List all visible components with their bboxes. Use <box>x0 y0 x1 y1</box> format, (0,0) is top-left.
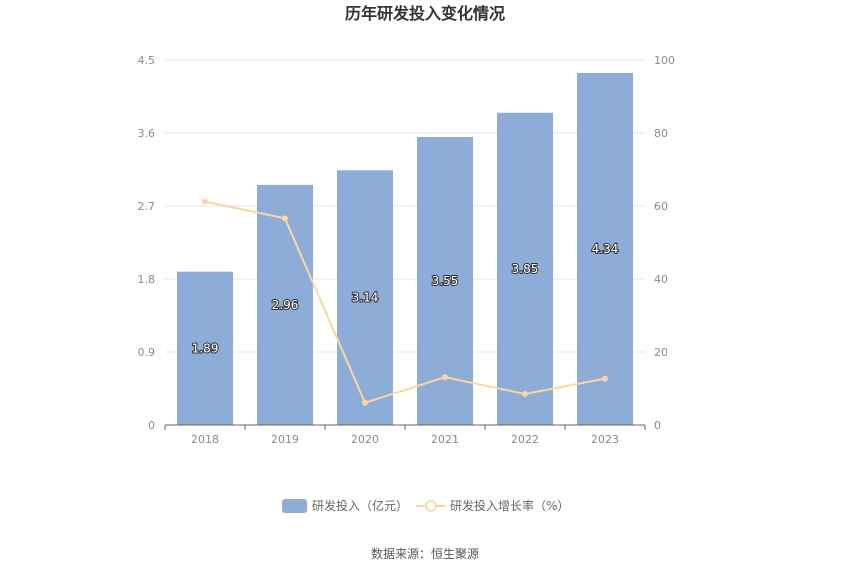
bar <box>177 271 233 425</box>
line-point <box>602 375 608 382</box>
bar-value-label: 2.96 <box>272 298 299 312</box>
line-point <box>282 215 288 222</box>
bar <box>497 112 553 425</box>
bar <box>577 72 633 425</box>
bar-value-label: 3.55 <box>432 274 459 288</box>
y-left-tick-label: 3.6 <box>138 127 156 140</box>
axes: 0 0.9 1.8 2.7 3.6 4.5 0 20 40 60 80 100 2018 2019 2020… <box>138 54 676 446</box>
data-labels: 1.89 2.96 3.14 3.55 3.85 4.34 <box>191 241 620 356</box>
bar-value-label: 1.89 <box>192 341 219 355</box>
bar-value-label: 4.34 <box>592 242 619 256</box>
x-tick-label: 2022 <box>511 433 539 446</box>
y-right-tick-label: 100 <box>654 54 675 67</box>
y-left-tick-label: 0 <box>148 419 155 432</box>
y-left-tick-label: 1.8 <box>138 273 156 286</box>
x-tick-label: 2023 <box>591 433 619 446</box>
y-right-tick-label: 0 <box>654 419 661 432</box>
y-right-tick-label: 80 <box>654 127 668 140</box>
legend-label-bar: 研发投入（亿元） <box>312 498 408 513</box>
y-left-tick-label: 2.7 <box>138 200 156 213</box>
y-right-tick-label: 40 <box>654 273 668 286</box>
bar <box>337 170 393 425</box>
x-tick-label: 2020 <box>351 433 379 446</box>
x-tick-label: 2019 <box>271 433 299 446</box>
legend-label-line: 研发投入增长率（%） <box>450 498 569 513</box>
line-point <box>362 399 368 406</box>
legend-swatch-marker <box>425 500 437 512</box>
y-right-tick-label: 60 <box>654 200 668 213</box>
y-right-tick-label: 20 <box>654 346 668 359</box>
bar-series <box>177 72 633 426</box>
x-tick-label: 2021 <box>431 433 459 446</box>
line-point <box>202 198 208 205</box>
line-point <box>522 390 528 397</box>
legend-swatch-bar <box>282 499 307 513</box>
bar-value-label: 3.85 <box>512 262 539 276</box>
y-left-tick-label: 0.9 <box>138 346 156 359</box>
growth-rate-line <box>204 200 606 404</box>
bar-value-label: 3.14 <box>352 291 379 305</box>
bar <box>257 184 313 425</box>
line-point <box>442 374 448 381</box>
legend[interactable]: 研发投入（亿元） 研发投入增长率（%） <box>282 498 569 513</box>
line-series <box>202 198 608 406</box>
chart-title: 历年研发投入变化情况 <box>345 4 505 23</box>
source-note: 数据来源：恒生聚源 <box>371 546 479 561</box>
y-left-tick-label: 4.5 <box>138 54 156 67</box>
gridlines <box>165 59 645 353</box>
x-tick-label: 2018 <box>191 433 219 446</box>
